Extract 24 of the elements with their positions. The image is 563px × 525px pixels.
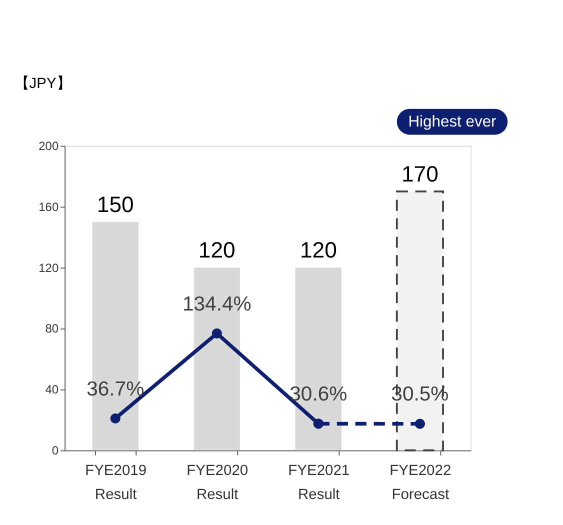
y-tick-label: 120 <box>38 260 59 275</box>
point <box>110 413 120 424</box>
y-tick-label: 80 <box>45 322 59 336</box>
data-label: 30.5% <box>391 384 449 406</box>
point <box>313 418 324 429</box>
point <box>414 418 425 429</box>
y-tick-label: 0 <box>52 444 59 458</box>
x-tick-label: FYE2021 Result <box>288 462 350 503</box>
data-label: 134.4% <box>182 293 252 316</box>
data-label: 120 <box>300 237 337 262</box>
data-label: 120 <box>198 237 236 262</box>
data-label: 150 <box>96 192 134 217</box>
text: Highest ever <box>408 113 496 130</box>
y-tick-label: 200 <box>38 138 59 153</box>
point <box>212 328 222 338</box>
y-tick-label: 160 <box>38 200 59 214</box>
y-tick-label: 40 <box>45 382 59 397</box>
x-tick-label: FYE2019 Result <box>85 462 147 503</box>
data-label: 36.7% <box>86 378 144 400</box>
y-axis-title: 【JPY】 <box>14 75 72 92</box>
x-tick-label: FYE2020 Result <box>186 462 248 503</box>
data-label: 170 <box>401 161 438 186</box>
data-label: 30.6% <box>290 384 348 406</box>
x-tick-label: FYE2022 Forecast <box>390 462 452 503</box>
